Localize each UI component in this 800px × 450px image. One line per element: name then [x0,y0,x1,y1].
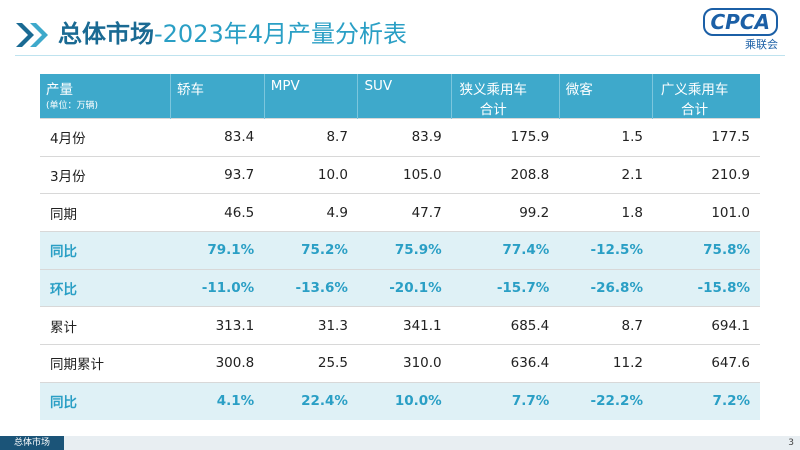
page-number: 3 [788,438,794,448]
title: 总体市场-2023年4月产量分析表 [58,18,407,50]
cell: 300.8 [170,344,265,383]
logo-text: CPCA [702,8,778,36]
cell: 685.4 [451,306,560,345]
column-label: 广义乘用车合计 [660,82,729,118]
cell: 105.0 [357,155,452,194]
cell: 7.2% [652,381,760,420]
title-main: 总体市场 [58,20,154,48]
cell: 2.1 [559,155,653,194]
table-row: 同比 4.1% 22.4% 10.0% 7.7% -22.2% 7.2% [40,381,760,420]
cell: 177.5 [652,118,760,157]
cell: -13.6% [264,268,358,307]
row-label: 同比 [40,381,171,420]
cell: 175.9 [451,118,560,157]
cell: 79.1% [170,231,265,270]
footer-tab: 总体市场 [0,436,64,450]
cell: -11.0% [170,268,265,307]
divider [15,55,785,56]
cell: -26.8% [559,268,653,307]
table-row: 累计 313.1 31.3 341.1 685.4 8.7 694.1 [40,306,760,345]
column-header: 广义乘用车合计 [652,74,760,119]
production-table: 产量 (单位：万辆) 轿车 MPV SUV 狭义乘用车合计 微客 广义乘用车合计 4月份 83.4… [40,74,760,420]
column-header: SUV [357,74,452,119]
cell: -20.1% [357,268,452,307]
cell: 75.9% [357,231,452,270]
cell: 22.4% [264,381,358,420]
column-header: 微客 [558,74,653,119]
table-row: 4月份 83.4 8.7 83.9 175.9 1.5 177.5 [40,118,760,157]
footer: 总体市场 3 [0,436,800,450]
unit-label: (单位：万辆) [46,101,99,111]
cell: 47.7 [357,193,452,232]
cell: 4.1% [170,381,265,420]
row-label: 同比 [40,231,171,270]
cell: 8.7 [559,306,653,345]
cell: 10.0 [264,155,358,194]
cell: 99.2 [451,193,560,232]
column-label: 狭义乘用车合计 [459,82,528,118]
column-label: MPV [270,78,300,94]
row-label: 环比 [40,268,171,307]
table-row: 同比 79.1% 75.2% 75.9% 77.4% -12.5% 75.8% [40,231,760,270]
cell: -15.8% [652,268,760,307]
corner-cell: 产量 (单位：万辆) [40,74,171,119]
arrows-icon [16,23,48,47]
column-header: 轿车 [170,74,265,119]
logo-sub: 乘联会 [745,38,778,51]
cell: 75.8% [652,231,760,270]
cell: 101.0 [652,193,760,232]
row-label: 4月份 [40,118,171,157]
cell: 647.6 [652,344,760,383]
cell: 1.8 [559,193,653,232]
cell: -12.5% [559,231,653,270]
cell: 694.1 [652,306,760,345]
cell: 77.4% [451,231,560,270]
cell: 8.7 [264,118,358,157]
cell: 636.4 [451,344,560,383]
cell: 31.3 [264,306,358,345]
header-row: 产量 (单位：万辆) 轿车 MPV SUV 狭义乘用车合计 微客 广义乘用车合计 [40,74,760,119]
cell: 208.8 [451,155,560,194]
cell: 46.5 [170,193,265,232]
cell: 210.9 [652,155,760,194]
column-label: 轿车 [177,82,204,98]
cell: 25.5 [264,344,358,383]
cell: 7.7% [451,381,560,420]
cell: 11.2 [559,344,653,383]
cell: -15.7% [451,268,560,307]
corner-label: 产量 [46,82,73,98]
table-row: 环比 -11.0% -13.6% -20.1% -15.7% -26.8% -15.8% [40,268,760,307]
column-label: SUV [364,78,393,94]
cell: -22.2% [559,381,653,420]
table-row: 同期 46.5 4.9 47.7 99.2 1.8 101.0 [40,193,760,232]
cell: 83.9 [357,118,452,157]
cell: 93.7 [170,155,265,194]
column-header: MPV [263,74,358,119]
table-row: 同期累计 300.8 25.5 310.0 636.4 11.2 647.6 [40,344,760,383]
cell: 75.2% [264,231,358,270]
row-label: 同期累计 [40,344,171,383]
cell: 313.1 [170,306,265,345]
column-header: 狭义乘用车合计 [451,74,560,119]
logo: CPCA 乘联会 [702,8,778,52]
row-label: 同期 [40,193,171,232]
row-label: 3月份 [40,155,171,194]
cell: 10.0% [357,381,452,420]
cell: 83.4 [170,118,265,157]
row-label: 累计 [40,306,171,345]
cell: 310.0 [357,344,452,383]
title-sub: -2023年4月产量分析表 [154,20,408,48]
cell: 1.5 [559,118,653,157]
column-label: 微客 [565,82,593,98]
table-row: 3月份 93.7 10.0 105.0 208.8 2.1 210.9 [40,155,760,194]
cell: 341.1 [357,306,452,345]
cell: 4.9 [264,193,358,232]
